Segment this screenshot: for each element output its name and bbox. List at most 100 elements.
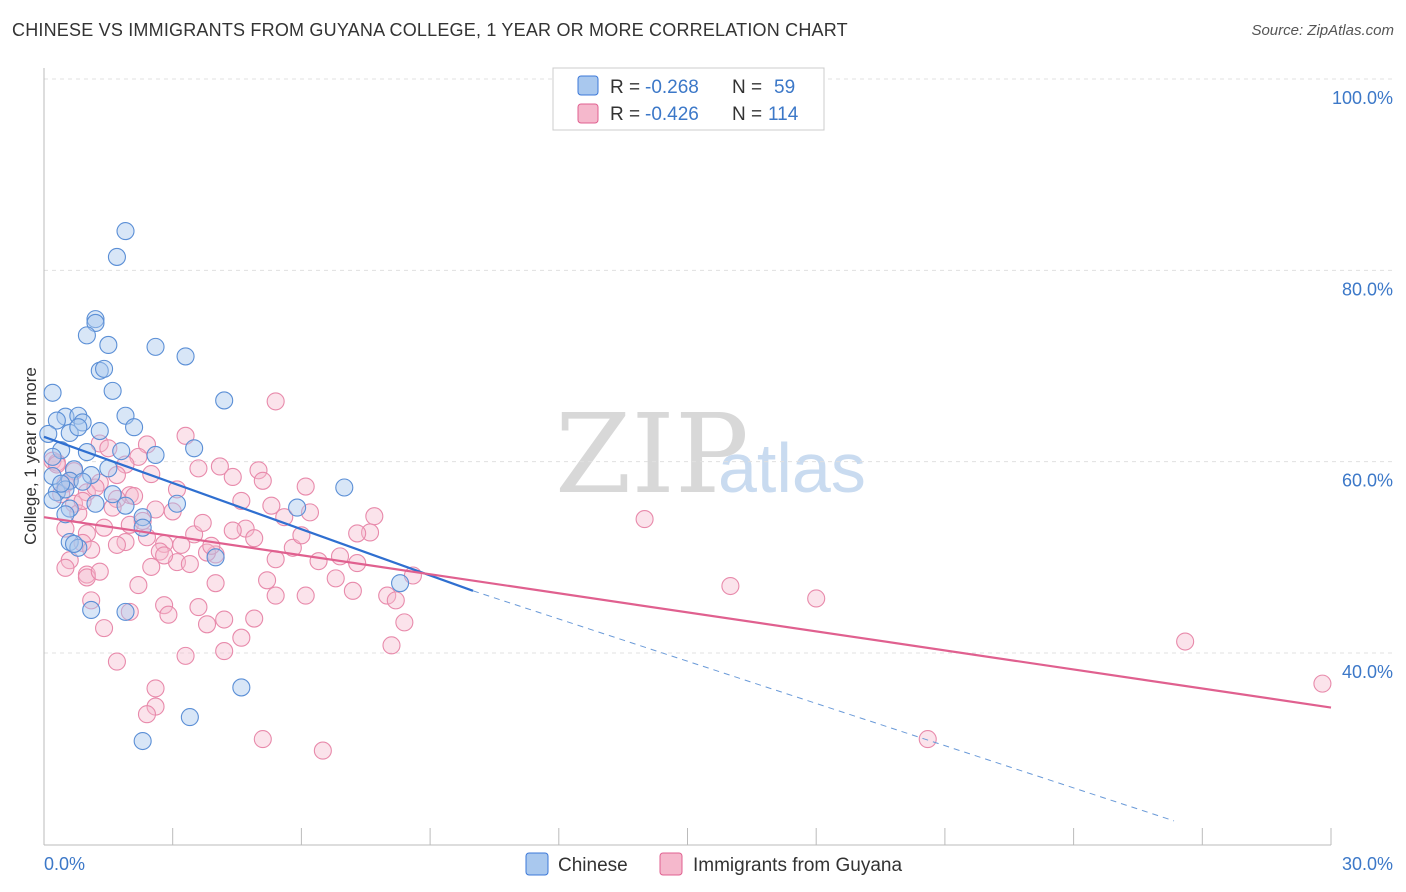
point-guyana	[137, 705, 157, 724]
point-chinese	[52, 474, 71, 493]
legend-n-label-1: N =	[732, 77, 762, 98]
point-guyana	[378, 586, 397, 605]
point-guyana	[90, 562, 109, 581]
point-guyana	[296, 477, 315, 496]
point-guyana	[95, 619, 114, 638]
point-guyana	[365, 507, 384, 526]
point-guyana	[721, 576, 740, 596]
point-chinese	[335, 478, 354, 497]
legend-r-value-1: -0.268	[645, 77, 699, 98]
point-guyana	[918, 730, 937, 749]
point-chinese	[288, 498, 307, 517]
point-chinese	[77, 326, 96, 345]
bottom-legend-label-guyana: Immigrants from Guyana	[693, 855, 902, 876]
point-chinese	[146, 445, 165, 465]
point-guyana	[120, 602, 139, 621]
point-chinese	[391, 574, 410, 593]
point-guyana	[155, 546, 174, 565]
trend-line-chinese-extension	[472, 590, 1175, 822]
point-chinese	[82, 600, 101, 620]
point-guyana	[266, 586, 285, 605]
point-guyana	[296, 586, 315, 605]
point-guyana	[56, 558, 75, 577]
point-guyana	[215, 610, 234, 629]
x-tick-label-max: 30.0%	[1342, 854, 1393, 874]
point-chinese	[95, 359, 114, 378]
point-guyana	[223, 521, 242, 540]
point-guyana	[360, 523, 380, 542]
point-guyana	[309, 552, 328, 571]
point-chinese	[56, 505, 75, 524]
point-guyana	[348, 524, 367, 543]
point-chinese	[215, 391, 234, 410]
point-chinese	[133, 508, 152, 527]
point-guyana	[223, 467, 242, 487]
point-guyana	[133, 511, 152, 531]
point-chinese	[43, 447, 62, 466]
point-guyana	[206, 574, 225, 593]
point-guyana	[253, 471, 272, 490]
point-guyana	[129, 576, 148, 595]
point-guyana	[189, 459, 208, 478]
trend-line-chinese	[43, 435, 474, 592]
point-chinese	[116, 222, 135, 241]
legend-n-value-2: 114	[768, 104, 799, 125]
point-guyana	[232, 628, 251, 647]
legend-swatch-guyana	[577, 103, 599, 124]
watermark-atlas: atlas	[718, 429, 866, 507]
y-tick-label: 100.0%	[1332, 88, 1393, 108]
point-chinese	[47, 411, 66, 430]
point-guyana	[1176, 632, 1195, 651]
point-guyana	[189, 598, 208, 617]
point-guyana	[326, 569, 345, 588]
point-chinese	[39, 424, 58, 443]
point-guyana	[142, 465, 161, 484]
bottom-legend-swatch-guyana	[659, 852, 683, 876]
y-tick-label: 60.0%	[1342, 471, 1393, 491]
legend-n-value-1: 59	[774, 77, 795, 98]
point-guyana	[180, 554, 199, 574]
point-chinese	[64, 534, 84, 553]
point-chinese	[103, 381, 122, 400]
point-guyana	[386, 591, 405, 610]
point-chinese	[146, 337, 165, 356]
y-axis-label: College, 1 year or more	[21, 367, 40, 545]
gridlines	[44, 78, 1393, 654]
point-guyana	[1313, 674, 1332, 693]
y-tick-label: 40.0%	[1342, 662, 1393, 682]
chart-title: CHINESE VS IMMIGRANTS FROM GUYANA COLLEG…	[12, 20, 848, 40]
point-guyana	[146, 679, 165, 698]
point-guyana	[210, 457, 229, 476]
point-guyana	[193, 513, 212, 532]
point-chinese	[86, 310, 105, 329]
trend-lines	[43, 435, 1332, 822]
point-chinese	[112, 442, 131, 461]
point-guyana	[176, 646, 195, 665]
point-guyana	[159, 605, 178, 624]
point-guyana	[176, 426, 195, 445]
point-guyana	[635, 510, 654, 529]
point-guyana	[283, 538, 302, 557]
x-tick-label-min: 0.0%	[44, 854, 85, 874]
point-guyana	[262, 496, 281, 515]
point-chinese	[125, 418, 144, 437]
point-chinese	[43, 490, 62, 509]
y-tick-labels: 40.0% 60.0% 80.0% 100.0%	[1332, 88, 1393, 682]
point-guyana	[245, 529, 264, 548]
legend-r-label-1: R =	[610, 77, 640, 98]
point-chinese	[64, 460, 84, 479]
point-guyana	[107, 535, 126, 554]
point-guyana	[90, 434, 109, 453]
point-chinese	[232, 678, 251, 697]
point-guyana	[197, 615, 217, 634]
stats-legend: R = -0.268 N = 59 R = -0.426 N = 114	[552, 67, 825, 131]
point-guyana	[266, 392, 285, 411]
point-chinese	[73, 472, 92, 491]
legend-r-label-2: R =	[610, 104, 640, 125]
legend-swatch-chinese	[577, 75, 599, 96]
legend-r-value-2: -0.426	[645, 104, 699, 125]
point-guyana	[155, 596, 174, 615]
point-guyana	[107, 652, 126, 671]
point-chinese	[180, 708, 199, 727]
